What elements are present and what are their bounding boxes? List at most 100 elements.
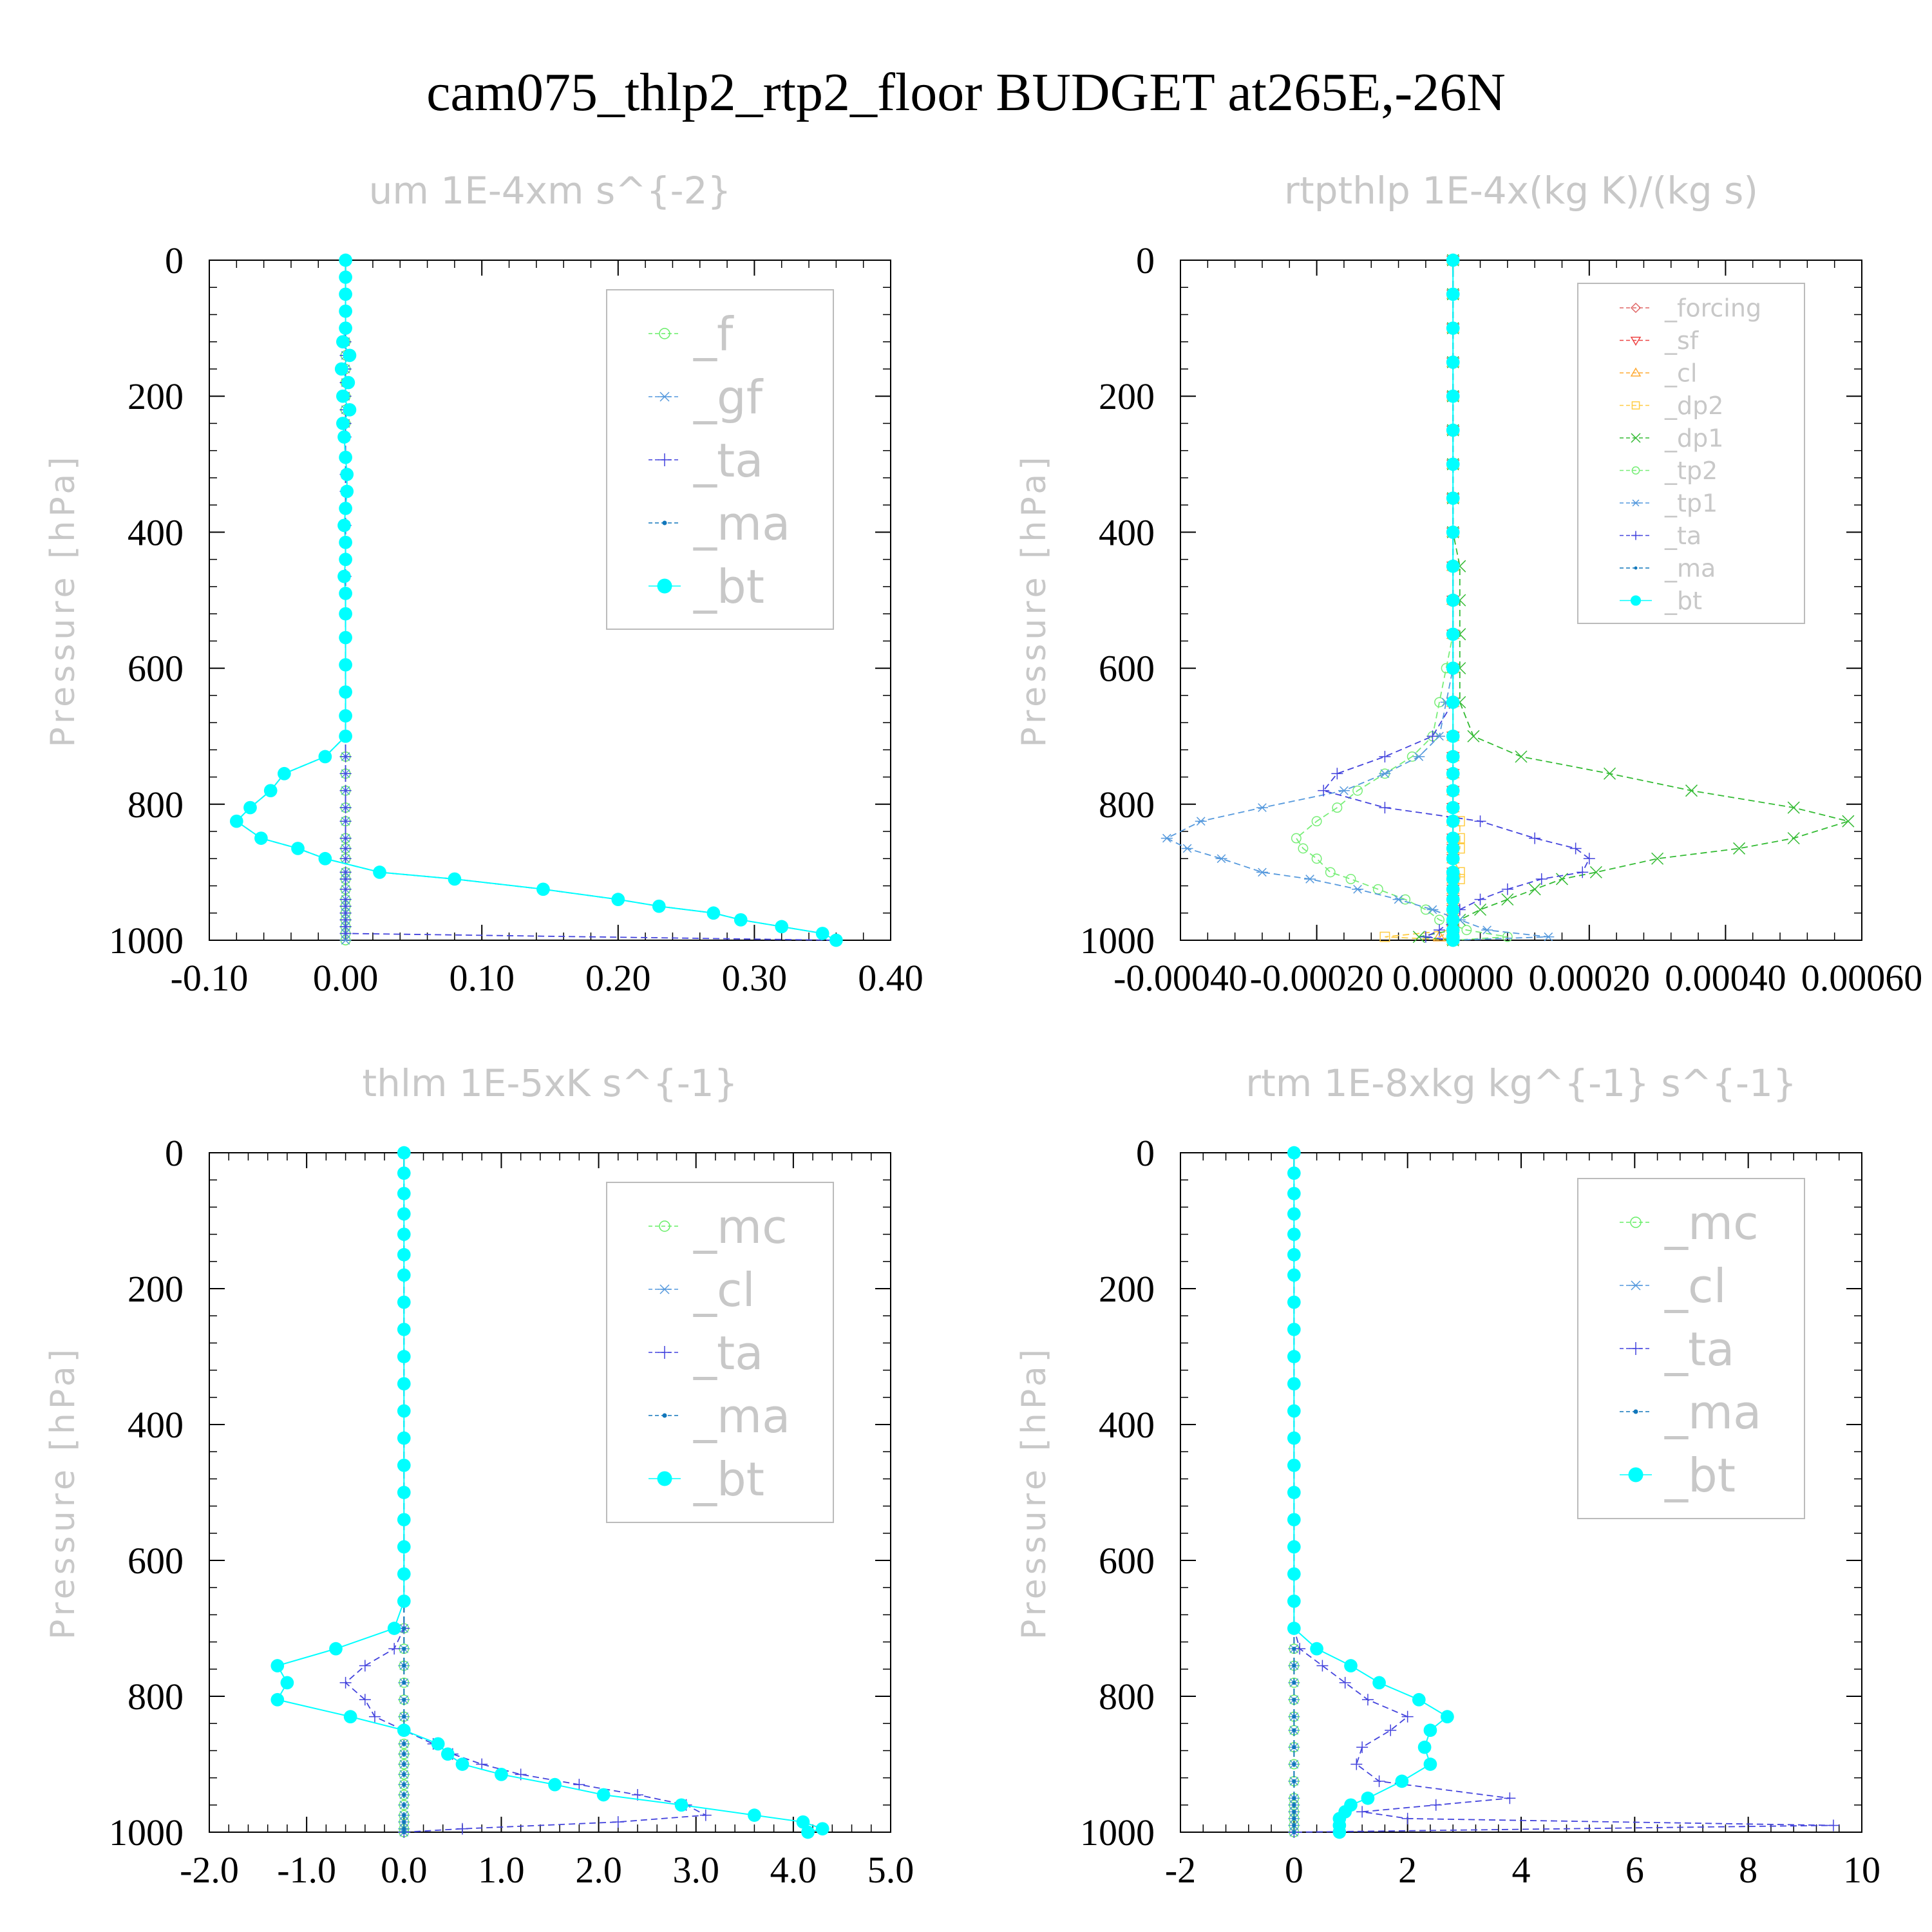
marker xyxy=(343,348,357,363)
y-tick-label: 0 xyxy=(165,240,184,281)
marker xyxy=(662,520,667,526)
legend-label: _ta xyxy=(693,433,763,488)
series-line xyxy=(235,260,837,941)
marker xyxy=(659,328,670,339)
marker xyxy=(829,933,843,947)
marker xyxy=(402,1826,406,1831)
marker xyxy=(339,1676,352,1689)
x-tick-label: 0.0 xyxy=(381,1849,428,1891)
y-tick-label: 400 xyxy=(128,1404,184,1446)
marker xyxy=(1630,336,1642,346)
marker xyxy=(397,1247,411,1262)
marker xyxy=(402,1792,406,1797)
marker xyxy=(1256,867,1268,877)
x-tick-label: -0.00020 xyxy=(1250,957,1384,999)
y-tick-label: 600 xyxy=(128,1540,184,1582)
series-bt xyxy=(270,1146,829,1839)
x-tick-label: 0 xyxy=(1285,1849,1303,1891)
marker xyxy=(343,1710,357,1723)
series-line xyxy=(1165,260,1549,941)
legend-label: _forcing xyxy=(1664,294,1761,323)
marker xyxy=(1361,1791,1375,1805)
marker xyxy=(339,587,352,600)
marker xyxy=(1352,785,1363,796)
marker xyxy=(318,851,332,866)
marker xyxy=(1350,1758,1363,1770)
marker xyxy=(229,814,243,828)
marker xyxy=(1446,750,1460,764)
marker xyxy=(1446,814,1460,828)
marker xyxy=(1304,875,1316,884)
legend-label: _ma xyxy=(1664,1385,1761,1439)
marker xyxy=(1292,1762,1296,1766)
plot-frame xyxy=(209,260,891,941)
y-tick-label: 0 xyxy=(1136,240,1155,281)
chart-panel-3: thlm 1E-5xK s^{-1} Pressure [hPa] -2.0 -1.0… xyxy=(44,1061,914,1891)
marker xyxy=(280,1676,294,1690)
marker xyxy=(1631,433,1641,443)
legend-label: _dp1 xyxy=(1664,424,1723,453)
marker xyxy=(402,1820,406,1824)
marker xyxy=(397,1207,411,1221)
marker xyxy=(1287,1431,1301,1445)
y-tick-label: 1000 xyxy=(1080,920,1155,961)
marker xyxy=(1631,466,1640,475)
marker xyxy=(336,335,350,349)
y-tick-label: 200 xyxy=(1099,1268,1155,1310)
y-tick-label: 400 xyxy=(128,511,184,553)
x-tick-label: 3.0 xyxy=(672,1849,719,1891)
marker xyxy=(1446,842,1460,855)
marker xyxy=(1413,752,1425,761)
marker xyxy=(402,1626,406,1631)
x-tick-label: 4 xyxy=(1512,1849,1531,1891)
marker xyxy=(1292,1779,1296,1784)
y-tick-label: 800 xyxy=(1099,784,1155,826)
x-tick-label: 0.00020 xyxy=(1529,957,1651,999)
marker xyxy=(339,607,352,621)
figure-title: cam075_thlp2_rtp2_floor BUDGET at265E,-2… xyxy=(426,62,1506,122)
x-tick-label: -0.10 xyxy=(171,957,249,999)
legend-label: _mc xyxy=(1664,1196,1759,1250)
series-tp1 xyxy=(1160,256,1555,945)
marker xyxy=(397,1594,411,1608)
marker xyxy=(1373,1775,1385,1787)
legend-box xyxy=(606,289,834,630)
marker xyxy=(397,1431,411,1445)
marker xyxy=(1287,1268,1301,1282)
marker xyxy=(1356,1806,1368,1818)
marker xyxy=(1195,817,1207,826)
marker xyxy=(431,1737,445,1751)
marker xyxy=(397,1458,411,1472)
marker xyxy=(748,1808,761,1822)
marker xyxy=(1287,1458,1301,1472)
marker xyxy=(337,569,351,583)
marker xyxy=(339,253,352,267)
marker xyxy=(339,270,352,284)
marker xyxy=(1287,1247,1301,1262)
marker xyxy=(1446,872,1460,886)
series-bt xyxy=(1287,1146,1454,1839)
marker xyxy=(1181,844,1193,853)
marker xyxy=(1298,843,1309,854)
marker xyxy=(334,362,348,376)
legend-label: _gf xyxy=(693,370,764,424)
marker xyxy=(397,1186,411,1200)
marker xyxy=(270,1659,285,1672)
marker xyxy=(1292,1728,1296,1732)
marker xyxy=(612,1816,624,1828)
marker xyxy=(402,1830,406,1835)
y-tick-label: 200 xyxy=(128,1268,184,1310)
marker xyxy=(658,453,671,466)
legend: _forcing _sf _cl _dp2 _dp1 _tp2 _tp1 _ta _ma _bt xyxy=(1577,283,1805,624)
y-tick-label: 600 xyxy=(128,648,184,690)
marker xyxy=(657,1471,672,1486)
marker xyxy=(1589,866,1602,878)
legend-label: _sf xyxy=(1664,327,1700,355)
legend-label: _ma xyxy=(1664,554,1716,583)
marker xyxy=(339,832,352,844)
marker xyxy=(343,402,357,417)
marker xyxy=(548,1777,562,1792)
marker xyxy=(402,1680,406,1685)
marker xyxy=(1392,895,1405,904)
